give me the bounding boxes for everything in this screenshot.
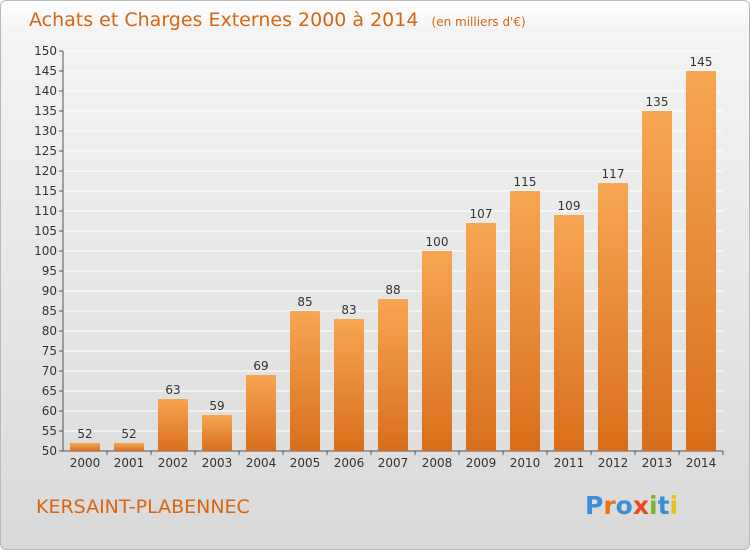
x-tick-label: 2011 [554,456,585,470]
data-label: 85 [297,295,312,309]
data-label: 83 [341,303,356,317]
x-tick-label: 2010 [510,456,541,470]
place-name: KERSAINT-PLABENNEC [36,496,250,518]
y-tick-label: 140 [34,84,57,98]
bar [510,191,540,451]
x-tick-label: 2014 [686,456,717,470]
logo-letter: o [615,491,633,520]
bar [378,299,408,451]
data-label: 135 [646,95,669,109]
data-label: 88 [385,283,400,297]
bar [290,311,320,451]
x-tick-label: 2000 [70,456,101,470]
logo-letter: P [585,491,604,520]
bar [686,71,716,451]
x-tick-label: 2003 [202,456,233,470]
y-tick-label: 110 [34,204,57,218]
data-label: 52 [77,427,92,441]
title-block: Achats et Charges Externes 2000 à 2014 (… [29,9,526,31]
data-label: 63 [165,383,180,397]
bar [246,375,276,451]
bar [70,443,100,451]
y-tick-label: 60 [42,404,57,418]
x-tick-label: 2006 [334,456,365,470]
logo-letter: i [649,491,658,520]
y-tick-label: 50 [42,444,57,458]
y-tick-label: 65 [42,384,57,398]
y-tick-label: 95 [42,264,57,278]
data-label: 107 [470,207,493,221]
y-tick-label: 130 [34,124,57,138]
data-label: 52 [121,427,136,441]
y-tick-label: 100 [34,244,57,258]
y-tick-label: 145 [34,64,57,78]
data-label: 109 [558,199,581,213]
bar [466,223,496,451]
x-tick-label: 2002 [158,456,189,470]
y-tick-label: 135 [34,104,57,118]
data-label: 59 [209,399,224,413]
y-tick-label: 55 [42,424,57,438]
bar [114,443,144,451]
x-tick-label: 2013 [642,456,673,470]
x-tick-label: 2012 [598,456,629,470]
x-tick-label: 2005 [290,456,321,470]
y-tick-label: 150 [34,44,57,58]
data-label: 145 [690,55,713,69]
x-tick-label: 2001 [114,456,145,470]
x-tick-label: 2008 [422,456,453,470]
y-tick-label: 105 [34,224,57,238]
x-tick-label: 2009 [466,456,497,470]
logo-letter: r [603,491,616,520]
logo-letter: t [657,491,670,520]
bar [642,111,672,451]
y-tick-label: 125 [34,144,57,158]
bar [158,399,188,451]
bar [334,319,364,451]
bar [554,215,584,451]
y-tick-label: 115 [34,184,57,198]
logo-letter: i [669,491,679,520]
data-label: 117 [602,167,625,181]
chart-title: Achats et Charges Externes 2000 à 2014 [29,9,419,31]
y-tick-label: 75 [42,344,57,358]
x-tick-label: 2007 [378,456,409,470]
data-label: 69 [253,359,268,373]
bar [598,183,628,451]
data-label: 115 [514,175,537,189]
data-label: 100 [426,235,449,249]
proxiti-logo: Proxiti [585,491,678,520]
chart-subtitle: (en milliers d'€) [431,15,526,29]
y-tick-label: 70 [42,364,57,378]
y-tick-label: 85 [42,304,57,318]
logo-letter: x [632,491,649,520]
bar [422,251,452,451]
y-tick-label: 80 [42,324,57,338]
bar [202,415,232,451]
y-tick-label: 120 [34,164,57,178]
x-tick-label: 2004 [246,456,277,470]
y-tick-label: 90 [42,284,57,298]
